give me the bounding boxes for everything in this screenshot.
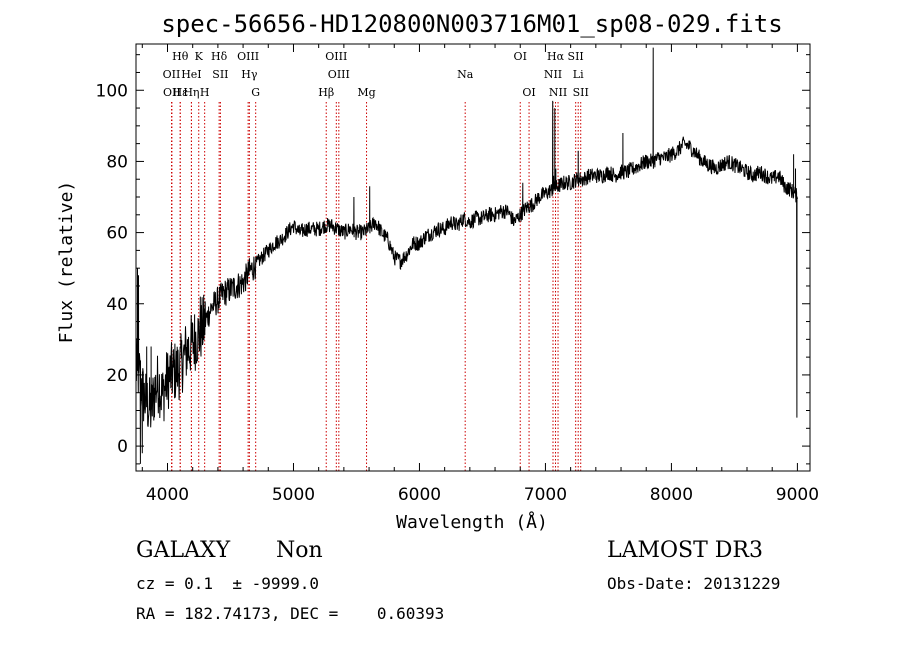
marker-label-24: Li <box>573 68 584 81</box>
coordinates: RA = 182.74173, DEC = 0.60393 <box>136 604 445 623</box>
marker-label-20: Hα <box>547 50 565 63</box>
marker-label-12: G <box>251 86 260 99</box>
y-tick-label: 100 <box>96 81 128 101</box>
y-tick-label: 60 <box>106 224 128 244</box>
marker-label-15: OIII <box>328 68 350 81</box>
marker-label-6: K <box>195 50 204 63</box>
x-tick-label: 4000 <box>146 485 189 505</box>
observation-date: Obs-Date: 20131229 <box>607 574 781 593</box>
x-tick-label: 5000 <box>272 485 315 505</box>
x-tick-label: 6000 <box>398 485 441 505</box>
marker-label-25: SII <box>573 86 589 99</box>
object-subclass: Non <box>276 538 323 563</box>
emission-line-markers: OII OII Hθ Hε HeI Hη K H Hδ SII OIII Hγ G Hβ OIII OIII M… <box>163 50 589 471</box>
marker-label-19: OI <box>522 86 535 99</box>
marker-label-0: OII <box>163 68 181 81</box>
marker-label-5: Hη <box>183 86 199 99</box>
x-tick-label: 7000 <box>524 485 567 505</box>
x-tick-label: 8000 <box>650 485 693 505</box>
y-tick-label: 40 <box>106 295 128 315</box>
chart-title: spec-56656-HD120800N003716M01_sp08-029.f… <box>161 10 782 38</box>
marker-label-4: HeI <box>181 68 201 81</box>
marker-label-8: Hδ <box>211 50 228 63</box>
marker-label-13: Hβ <box>318 86 334 99</box>
x-tick-label: 9000 <box>776 485 819 505</box>
marker-label-11: Hγ <box>241 68 258 81</box>
marker-label-18: OI <box>514 50 527 63</box>
x-axis-label: Wavelength (Å) <box>396 511 548 533</box>
marker-label-16: Mg <box>357 86 375 99</box>
marker-label-2: Hθ <box>172 50 189 63</box>
marker-label-10: OIII <box>237 50 259 63</box>
spectrum-line <box>135 47 798 464</box>
object-class: GALAXY <box>136 538 231 563</box>
marker-label-1: OII <box>163 86 181 99</box>
marker-label-23: SII <box>568 50 584 63</box>
y-tick-label: 20 <box>106 366 128 386</box>
y-tick-label: 0 <box>117 437 128 457</box>
marker-label-21: NII <box>544 68 562 81</box>
marker-label-14: OIII <box>325 50 347 63</box>
y-axis: 0 20 40 60 80 100 <box>96 54 810 465</box>
survey-name: LAMOST DR3 <box>607 538 763 563</box>
marker-label-3: Hε <box>173 86 189 99</box>
marker-label-7: H <box>200 86 210 99</box>
redshift-cz: cz = 0.1 ± -9999.0 <box>136 574 320 593</box>
marker-label-22: NII <box>549 86 567 99</box>
y-axis-label: Flux (relative) <box>56 181 77 344</box>
plot-frame <box>135 43 811 472</box>
x-axis: 4000 5000 6000 7000 8000 9000 <box>141 44 819 505</box>
marker-label-9: SII <box>212 68 228 81</box>
marker-label-17: Na <box>457 68 474 81</box>
y-tick-label: 80 <box>106 152 128 172</box>
